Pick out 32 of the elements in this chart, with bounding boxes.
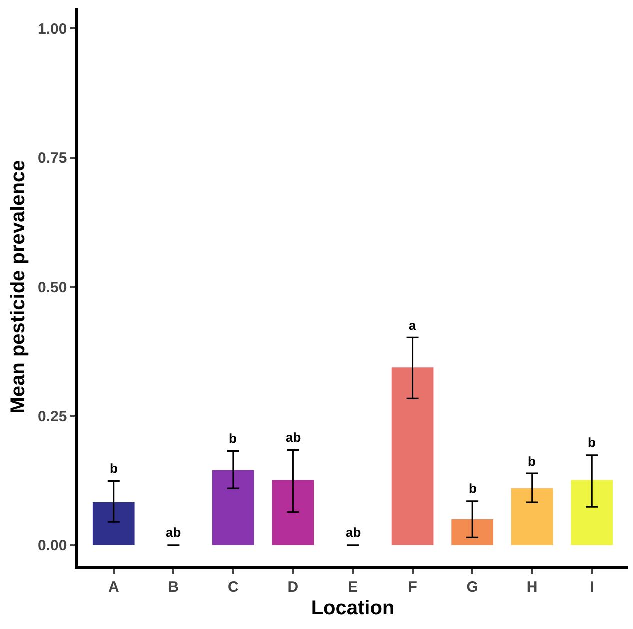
y-tick-label: 0.50: [38, 279, 68, 296]
annotation: b: [469, 481, 477, 496]
bar: [571, 480, 614, 546]
x-tick-label: D: [288, 578, 299, 596]
bar: [272, 480, 314, 546]
annotation: ab: [166, 525, 182, 540]
x-tick-label: I: [590, 578, 594, 596]
x-tick-label: F: [408, 578, 418, 596]
y-tick-label: 0.25: [38, 408, 68, 426]
x-tick-label: C: [228, 578, 240, 596]
bar: [511, 488, 554, 546]
annotation: ab: [346, 525, 362, 540]
annotation: b: [528, 454, 536, 469]
x-axis-title: Location: [311, 597, 395, 620]
bar: [92, 502, 135, 546]
annotation: ab: [286, 430, 302, 445]
y-tick-label: 0.00: [38, 538, 68, 555]
bar: [212, 470, 254, 546]
x-tick-label: A: [108, 578, 120, 596]
annotation: b: [110, 461, 118, 476]
y-axis-title: Mean pesticide prevalence: [8, 160, 30, 414]
annotation: b: [588, 435, 596, 450]
x-tick-label: E: [348, 578, 358, 596]
y-tick-label: 1.00: [38, 20, 68, 38]
bar: [392, 368, 434, 546]
x-tick-label: H: [526, 578, 538, 596]
x-tick-label: B: [168, 578, 180, 596]
annotation: b: [229, 431, 237, 446]
annotation: a: [409, 318, 417, 333]
bar: [452, 520, 494, 546]
x-tick-label: G: [466, 578, 478, 596]
y-tick-label: 0.75: [38, 150, 68, 168]
